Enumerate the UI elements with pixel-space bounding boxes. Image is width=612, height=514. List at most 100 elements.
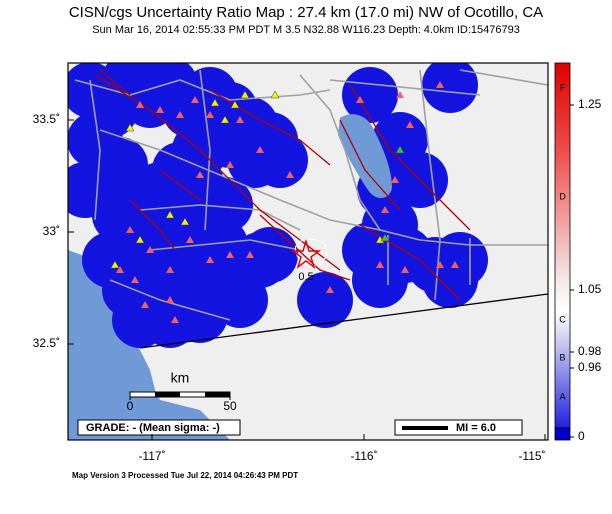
region: [422, 63, 478, 113]
stations: [110, 81, 459, 323]
scale-label: 0: [127, 399, 134, 413]
scale-bar-fill: [155, 392, 180, 397]
station: [206, 256, 214, 263]
grade-letter: A: [559, 391, 565, 401]
station: [146, 246, 154, 253]
scale-label: 50: [223, 399, 237, 413]
region: [297, 272, 353, 328]
colorbar: [554, 62, 571, 429]
scale-bar: 0 50: [127, 391, 237, 413]
region: [92, 137, 148, 193]
station: [326, 286, 334, 293]
station: [166, 296, 174, 303]
station: [401, 266, 409, 273]
colorbar-label: 0.96: [578, 360, 602, 374]
map-area: 0.5 km 0 50 GRADE: - (Mean sigma: -) MI =…: [68, 63, 548, 440]
road: [199, 69, 211, 231]
station: [110, 260, 120, 269]
road: [109, 279, 231, 321]
station: [381, 206, 389, 213]
station: [356, 96, 364, 103]
axes: 33.5˚ 33˚ 32.5˚ -117˚ -116˚ -115˚: [33, 112, 546, 463]
grade: GRADE: - (Mean sigma: -): [86, 422, 220, 434]
colorbar-label: 0.98: [578, 344, 602, 358]
region: [342, 67, 398, 123]
station: [376, 261, 384, 268]
subtitle: Sun Mar 16, 2014 02:55:33 PM PDT M 3.5 N…: [92, 24, 520, 36]
station: [171, 316, 179, 323]
station: [116, 266, 124, 273]
contour-label: 0.5: [298, 271, 313, 283]
station: [196, 171, 204, 178]
station: [165, 210, 175, 219]
title: CISN/cgs Uncertainty Ratio Map : 27.4 km…: [69, 4, 543, 21]
station: [176, 111, 184, 118]
station: [136, 101, 144, 108]
station: [236, 116, 244, 123]
road: [89, 79, 101, 221]
fault: [339, 119, 401, 211]
scale-unit: km: [171, 370, 190, 386]
station: [451, 261, 459, 268]
lon-label: -117˚: [138, 449, 165, 463]
scale-bar-fill: [205, 392, 230, 397]
fault: [259, 214, 351, 281]
road: [149, 239, 301, 251]
station: [391, 176, 399, 183]
road: [74, 79, 331, 101]
station: [126, 226, 134, 233]
station: [135, 235, 145, 244]
colorbar-labels: F D C B A 1.25 1.05 0.98 0.96 0: [559, 82, 601, 443]
border: [139, 293, 548, 349]
station: [226, 251, 234, 258]
legend-text: MI = 6.0: [456, 422, 496, 434]
roads: [74, 69, 548, 321]
lat-label: 33.5˚: [33, 112, 60, 126]
station: [156, 106, 164, 113]
road: [99, 129, 548, 246]
station: [186, 236, 194, 243]
road: [419, 69, 441, 301]
fault: [129, 199, 176, 251]
region: [352, 252, 408, 308]
region: [82, 232, 138, 288]
station: [380, 233, 390, 242]
lon-label: -116˚: [350, 449, 377, 463]
station: [180, 217, 190, 226]
station: [396, 91, 404, 98]
legend-box: [394, 419, 523, 436]
fault: [159, 169, 201, 201]
station: [230, 100, 240, 109]
grade-letter: C: [559, 314, 566, 324]
colorbar-label: 0: [578, 429, 585, 443]
station: [210, 98, 220, 107]
region: [197, 177, 253, 233]
salton-sea: [338, 114, 392, 199]
grade-box: [77, 419, 241, 436]
epicenter: [290, 238, 322, 269]
station: [246, 251, 254, 258]
station: [125, 123, 135, 132]
road: [459, 69, 548, 86]
station: [166, 266, 174, 273]
fault: [99, 69, 131, 96]
footer: Map Version 3 Processed Tue Jul 22, 2014…: [72, 471, 298, 480]
region: [172, 222, 228, 278]
station: [141, 301, 149, 308]
station: [406, 121, 414, 128]
fault: [349, 84, 471, 231]
station: [270, 90, 280, 99]
station: [436, 261, 444, 268]
grade-letter: B: [559, 352, 565, 362]
lon-label: -115˚: [518, 449, 545, 463]
lat-label: 33˚: [43, 224, 60, 238]
station: [220, 115, 230, 124]
map-frame: [67, 62, 549, 441]
station: [206, 111, 214, 118]
colorbar-bottom: [554, 427, 571, 441]
station: [395, 145, 405, 154]
station: [436, 81, 444, 88]
station: [286, 171, 294, 178]
grade-letter: F: [560, 82, 566, 92]
